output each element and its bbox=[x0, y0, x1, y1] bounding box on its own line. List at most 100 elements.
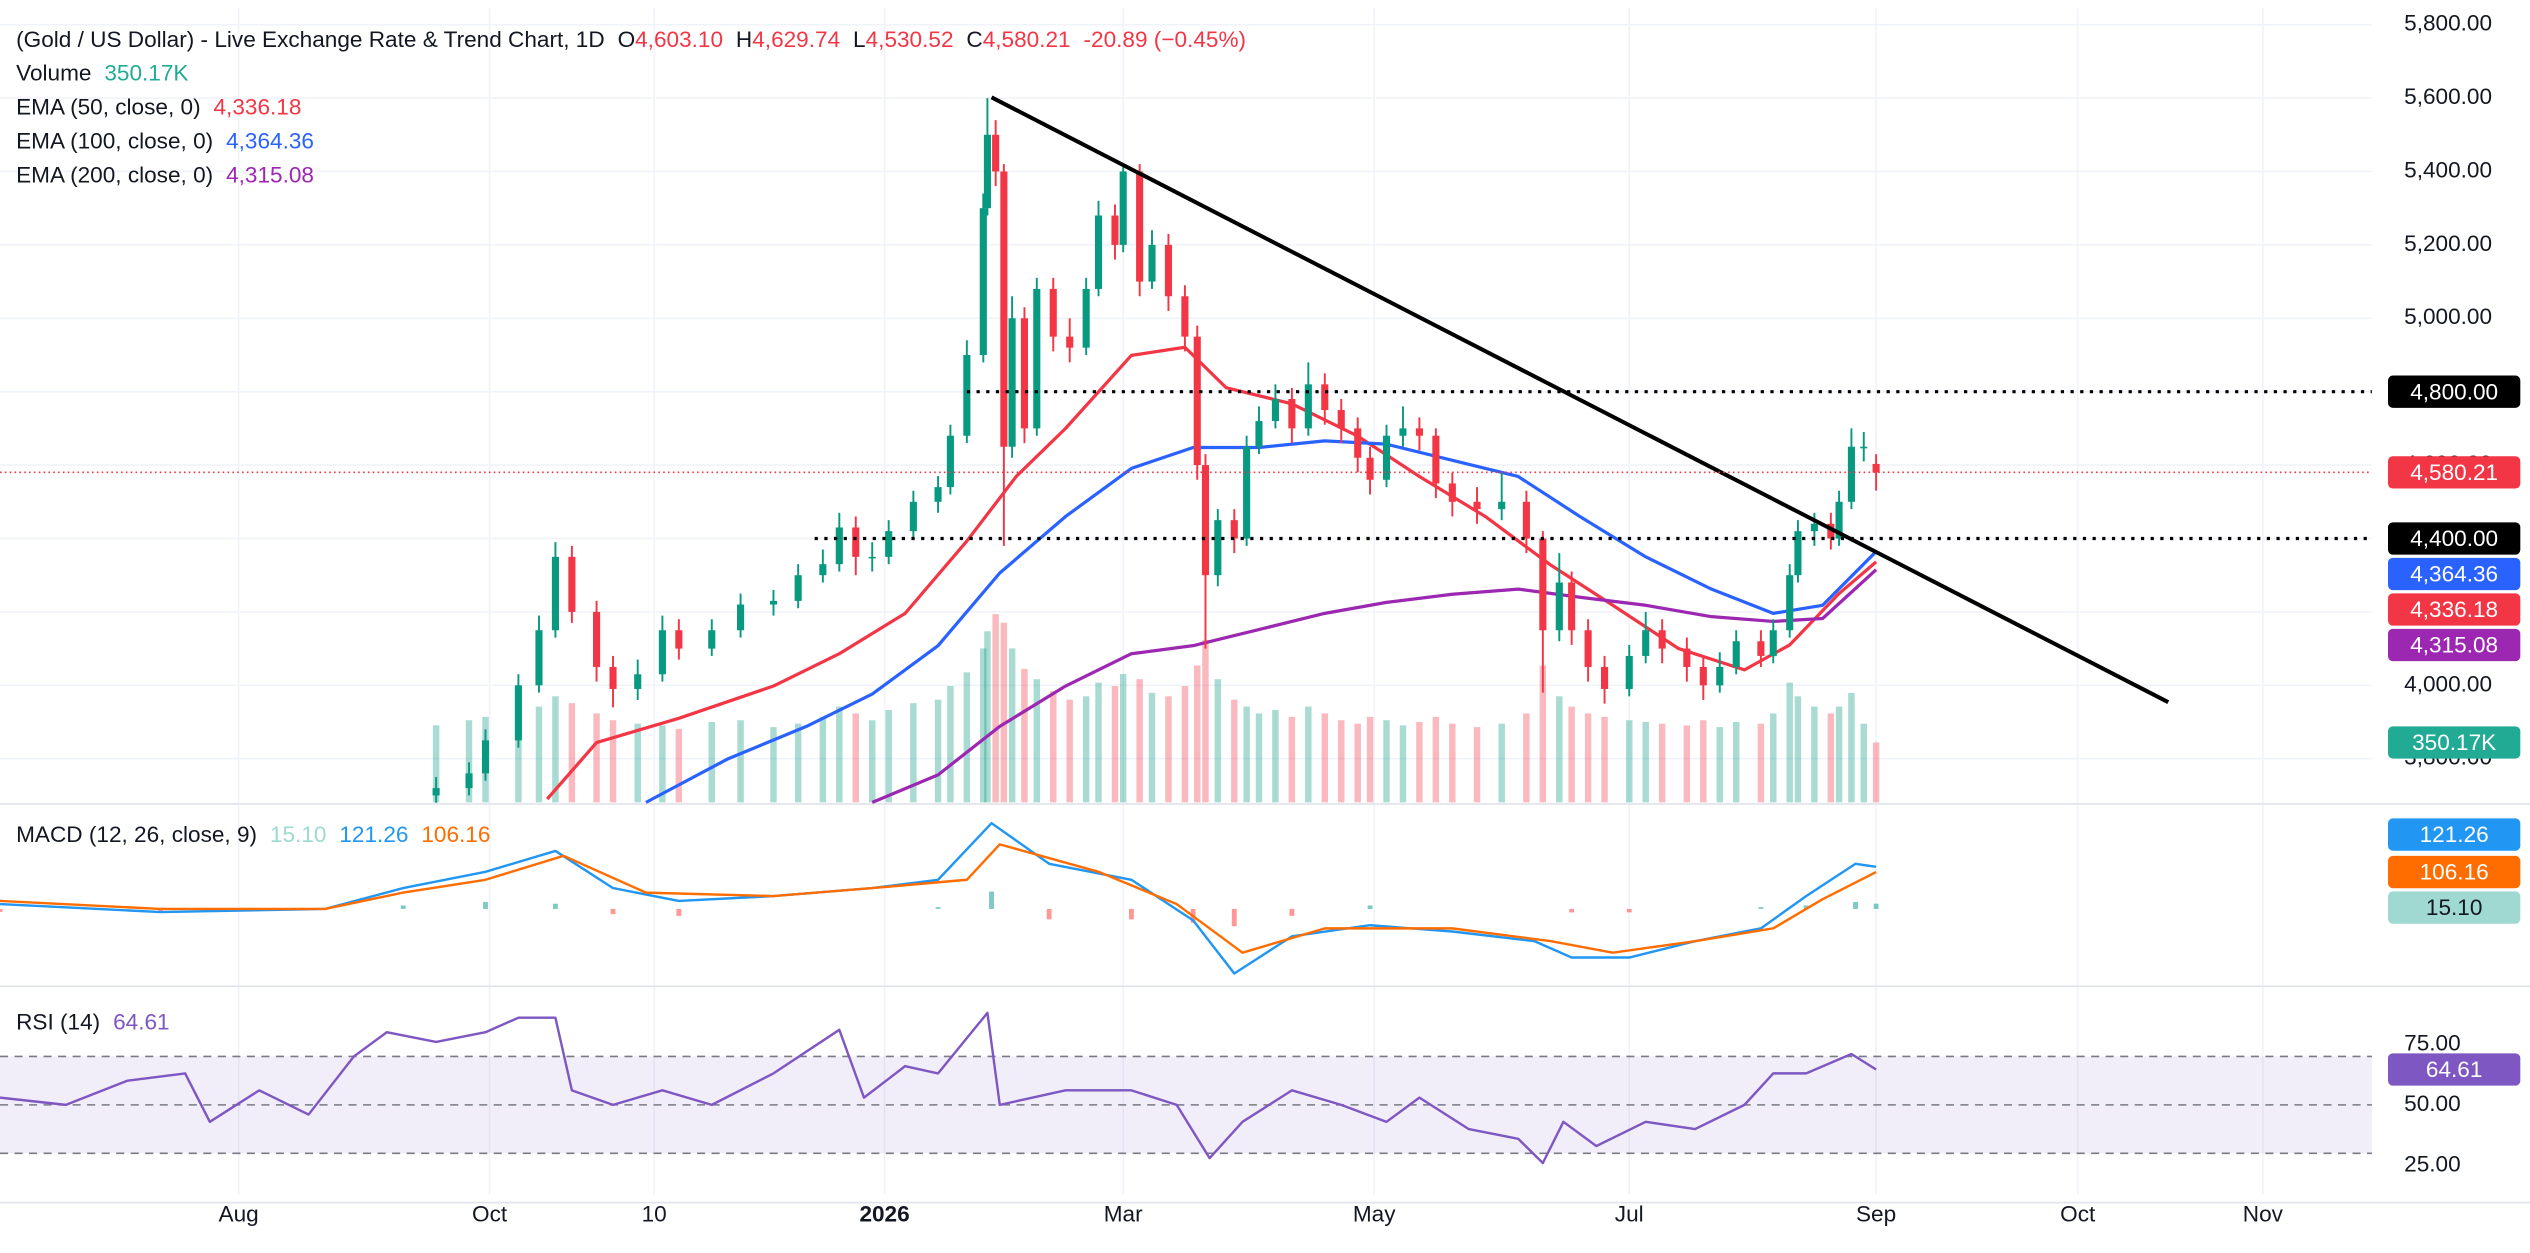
volume-bar bbox=[819, 716, 827, 803]
volume-bar bbox=[1214, 679, 1222, 803]
y-tick-label: 5,200.00 bbox=[2404, 231, 2492, 256]
legend-text: 4,364.36 bbox=[226, 128, 314, 153]
macd-histogram-bar bbox=[989, 891, 994, 909]
candle-body bbox=[992, 134, 1000, 172]
candle-body bbox=[1049, 288, 1057, 337]
volume-bar bbox=[675, 728, 683, 803]
legend-text: H bbox=[736, 27, 752, 52]
volume-bar bbox=[1231, 699, 1238, 803]
x-tick-label: Jul bbox=[1615, 1201, 1644, 1226]
candle-body bbox=[983, 134, 991, 209]
candle-body bbox=[1136, 171, 1144, 282]
volume-bar bbox=[609, 720, 617, 803]
candle-body bbox=[1872, 463, 1880, 473]
candle-body bbox=[1288, 399, 1296, 429]
legend-text: 4,629.74 bbox=[752, 27, 840, 52]
volume-bar bbox=[1272, 709, 1279, 803]
volume-bar bbox=[593, 713, 600, 803]
volume-bar bbox=[1021, 668, 1028, 803]
price-badge-label: 64.61 bbox=[2426, 1057, 2483, 1082]
volume-bar bbox=[984, 631, 991, 803]
candle-body bbox=[1201, 465, 1210, 576]
legend-text: MACD (12, 26, close, 9) bbox=[16, 822, 257, 847]
candle-body bbox=[1683, 648, 1691, 667]
volume-bar bbox=[1000, 622, 1008, 803]
volume-bar bbox=[1786, 682, 1793, 803]
candle-body bbox=[909, 501, 917, 532]
macd-histogram-bar bbox=[935, 907, 941, 909]
price-badge bbox=[2388, 855, 2521, 889]
candle-body bbox=[934, 487, 942, 502]
volume-bar bbox=[1165, 696, 1172, 803]
candle-body bbox=[675, 630, 683, 649]
volume-bar bbox=[1794, 696, 1802, 803]
candle-body bbox=[568, 556, 576, 612]
volume-bar bbox=[852, 713, 859, 803]
candle-body bbox=[1119, 171, 1127, 245]
trendline bbox=[990, 95, 2170, 704]
price-badge bbox=[2388, 1053, 2521, 1086]
candle-body bbox=[963, 354, 971, 436]
price-badge-label: 121.26 bbox=[2420, 822, 2489, 847]
ema-line bbox=[871, 568, 1878, 804]
macd-histogram-bar bbox=[1367, 905, 1373, 909]
price-badge bbox=[2388, 593, 2521, 626]
volume-bar bbox=[1202, 639, 1209, 803]
candle-body bbox=[1732, 641, 1740, 667]
x-tick-label: Oct bbox=[472, 1201, 508, 1226]
volume-bar bbox=[910, 703, 917, 803]
candle-body bbox=[1473, 501, 1481, 510]
macd-histogram-bar bbox=[610, 908, 616, 915]
volume-bar bbox=[1523, 713, 1530, 803]
y-tick-label: 5,000.00 bbox=[2404, 304, 2492, 329]
y-tick-label: 50.00 bbox=[2404, 1091, 2461, 1116]
candle-body bbox=[1243, 446, 1251, 539]
volume-bar bbox=[1539, 665, 1547, 803]
legend-text: EMA (200, close, 0) bbox=[16, 162, 213, 187]
candle-body bbox=[1337, 410, 1345, 429]
volume-bar bbox=[770, 727, 777, 803]
volume-bar bbox=[432, 725, 440, 803]
candle-body bbox=[432, 788, 440, 796]
candle-body bbox=[1230, 520, 1238, 539]
legend-text: 4,580.21 bbox=[983, 27, 1071, 52]
candle-body bbox=[1794, 531, 1802, 576]
volume-bar bbox=[1658, 723, 1666, 803]
volume-bar bbox=[535, 706, 543, 803]
volume-bar bbox=[737, 720, 744, 803]
candle-body bbox=[1522, 501, 1530, 539]
candle-body bbox=[593, 611, 601, 667]
candle-body bbox=[609, 666, 617, 689]
ema-line bbox=[645, 439, 1878, 804]
x-tick-label: May bbox=[1353, 1201, 1396, 1226]
volume-bar bbox=[1066, 699, 1073, 803]
candle-body bbox=[1148, 244, 1156, 282]
price-badge bbox=[2388, 628, 2521, 662]
volume-bar bbox=[1288, 716, 1296, 803]
y-tick-label: 25.00 bbox=[2404, 1151, 2461, 1176]
legend-text: 4,530.52 bbox=[866, 27, 954, 52]
legend-text: O bbox=[618, 27, 636, 52]
macd-histogram-bar bbox=[1873, 903, 1879, 909]
price-badge-label: 4,364.36 bbox=[2410, 562, 2498, 587]
volume-bar bbox=[1683, 725, 1691, 803]
candle-body bbox=[1415, 428, 1423, 436]
candle-body bbox=[1584, 630, 1592, 667]
candle-body bbox=[1033, 288, 1041, 429]
candle-body bbox=[1568, 582, 1576, 631]
legend-text: 121.26 bbox=[339, 822, 408, 847]
volume-bar bbox=[1119, 674, 1127, 803]
volume-bar bbox=[1255, 713, 1263, 803]
volume-bar bbox=[1860, 723, 1867, 803]
macd-histogram-bar bbox=[1231, 908, 1237, 927]
macd-histogram-bar bbox=[483, 901, 488, 909]
candle-body bbox=[1399, 428, 1407, 436]
rsi-line bbox=[0, 1011, 1877, 1165]
legend-text: EMA (50, close, 0) bbox=[16, 95, 200, 120]
volume-bar bbox=[1498, 723, 1505, 803]
volume-bar bbox=[708, 721, 715, 803]
price-badge-label: 4,315.08 bbox=[2410, 633, 2498, 658]
candle-body bbox=[1642, 630, 1650, 656]
